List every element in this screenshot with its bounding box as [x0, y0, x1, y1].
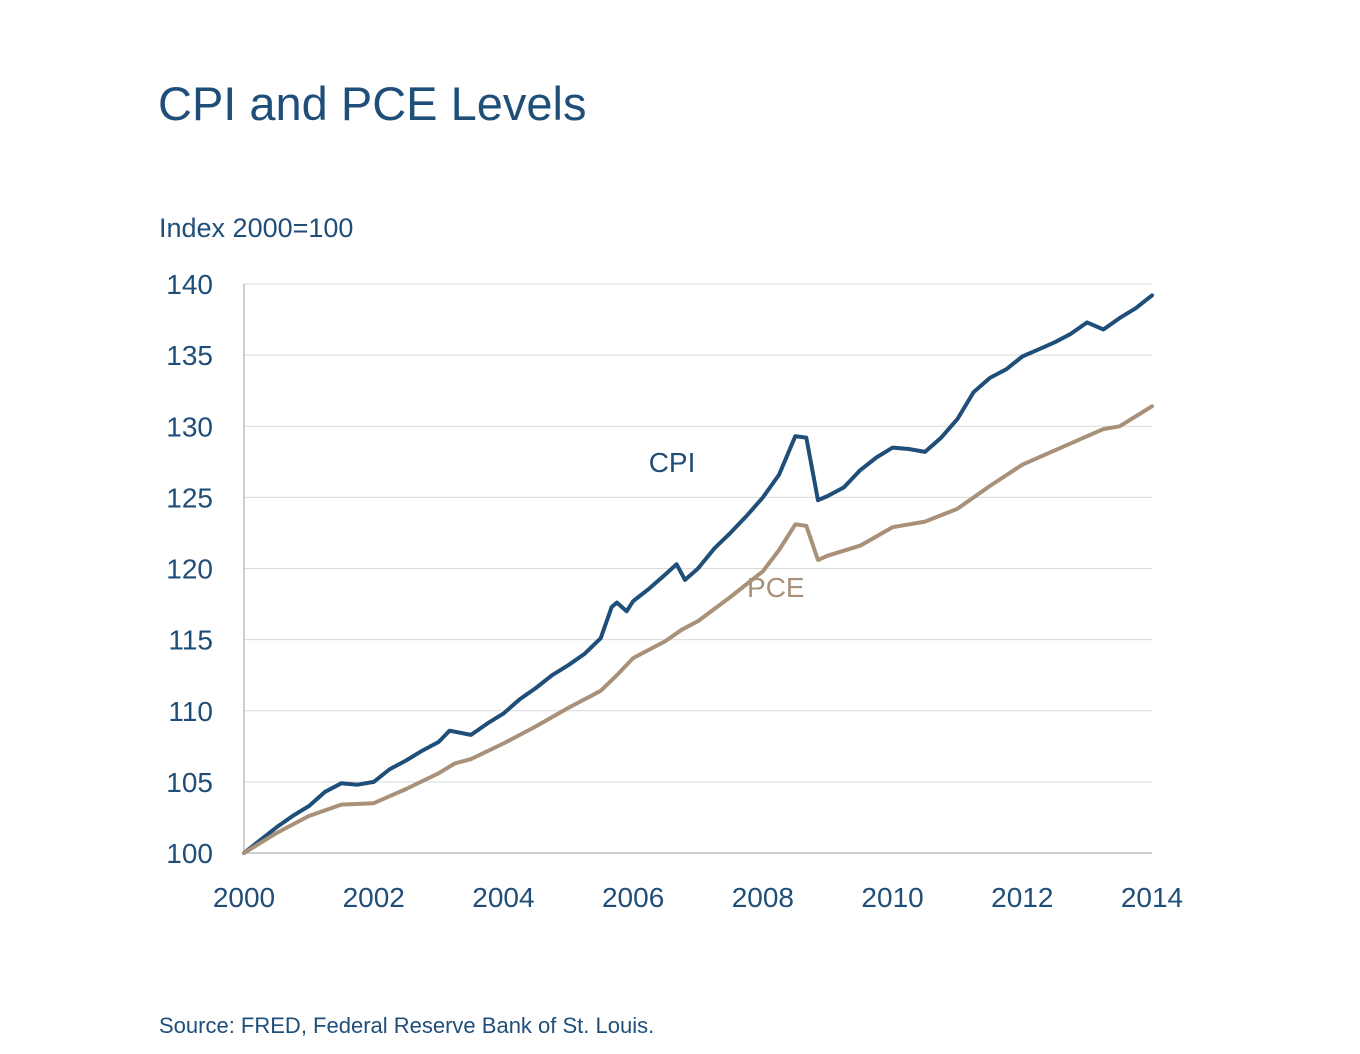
chart-title: CPI and PCE Levels: [158, 77, 587, 130]
y-tick-label-130: 130: [166, 411, 213, 442]
y-tick-label-140: 140: [166, 269, 213, 300]
x-tick-label-2014: 2014: [1121, 882, 1183, 913]
source-note: Source: FRED, Federal Reserve Bank of St…: [159, 1013, 655, 1038]
series-label-cpi: CPI: [649, 447, 696, 478]
x-tick-label-2006: 2006: [602, 882, 664, 913]
y-tick-label-110: 110: [168, 696, 213, 727]
y-tick-label-125: 125: [166, 482, 213, 513]
y-tick-label-100: 100: [166, 838, 213, 869]
y-tick-label-135: 135: [166, 340, 213, 371]
x-tick-label-2000: 2000: [213, 882, 275, 913]
series-lines: [242, 293, 1154, 855]
x-tick-label-2012: 2012: [991, 882, 1053, 913]
y-tick-label-105: 105: [166, 767, 213, 798]
series-label-pce: PCE: [747, 572, 805, 603]
series-labels: CPI PCE: [649, 447, 805, 603]
y-tick-label-120: 120: [166, 554, 213, 585]
gridlines: [244, 283, 1152, 783]
x-axis-ticks: 2000 2002 2004 2006 2008 2010 2012 2014: [213, 882, 1183, 913]
series-line-cpi: [242, 293, 1154, 855]
x-tick-label-2004: 2004: [472, 882, 534, 913]
line-chart: 100 105 110 115 120 125 130 135 140 2000 2002 2004…: [166, 269, 1183, 913]
series-line-pce: [242, 404, 1154, 855]
y-axis-ticks: 100 105 110 115 120 125 130 135 140: [166, 269, 213, 869]
y-axis-unit-label: Index 2000=100: [159, 213, 354, 243]
x-tick-label-2002: 2002: [343, 882, 405, 913]
axes: [243, 284, 1152, 854]
x-tick-label-2008: 2008: [732, 882, 794, 913]
y-tick-label-115: 115: [168, 625, 213, 656]
x-tick-label-2010: 2010: [861, 882, 923, 913]
